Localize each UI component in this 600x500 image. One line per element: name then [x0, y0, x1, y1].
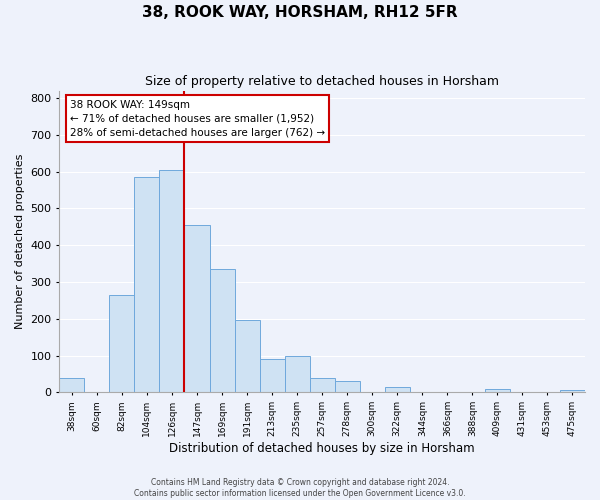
- Text: 38 ROOK WAY: 149sqm
← 71% of detached houses are smaller (1,952)
28% of semi-det: 38 ROOK WAY: 149sqm ← 71% of detached ho…: [70, 100, 325, 138]
- Bar: [485, 389, 510, 392]
- Bar: [260, 360, 284, 392]
- Title: Size of property relative to detached houses in Horsham: Size of property relative to detached ho…: [145, 75, 499, 88]
- Bar: [134, 177, 160, 392]
- Bar: [109, 295, 134, 392]
- Bar: [385, 387, 410, 392]
- Bar: [209, 269, 235, 392]
- Text: 38, ROOK WAY, HORSHAM, RH12 5FR: 38, ROOK WAY, HORSHAM, RH12 5FR: [142, 5, 458, 20]
- Bar: [310, 378, 335, 392]
- Bar: [184, 225, 209, 392]
- Y-axis label: Number of detached properties: Number of detached properties: [15, 154, 25, 329]
- Bar: [59, 378, 85, 392]
- Bar: [160, 170, 184, 392]
- Bar: [560, 390, 585, 392]
- Bar: [335, 380, 360, 392]
- Text: Contains HM Land Registry data © Crown copyright and database right 2024.
Contai: Contains HM Land Registry data © Crown c…: [134, 478, 466, 498]
- Bar: [284, 356, 310, 393]
- Bar: [235, 320, 260, 392]
- X-axis label: Distribution of detached houses by size in Horsham: Distribution of detached houses by size …: [169, 442, 475, 455]
